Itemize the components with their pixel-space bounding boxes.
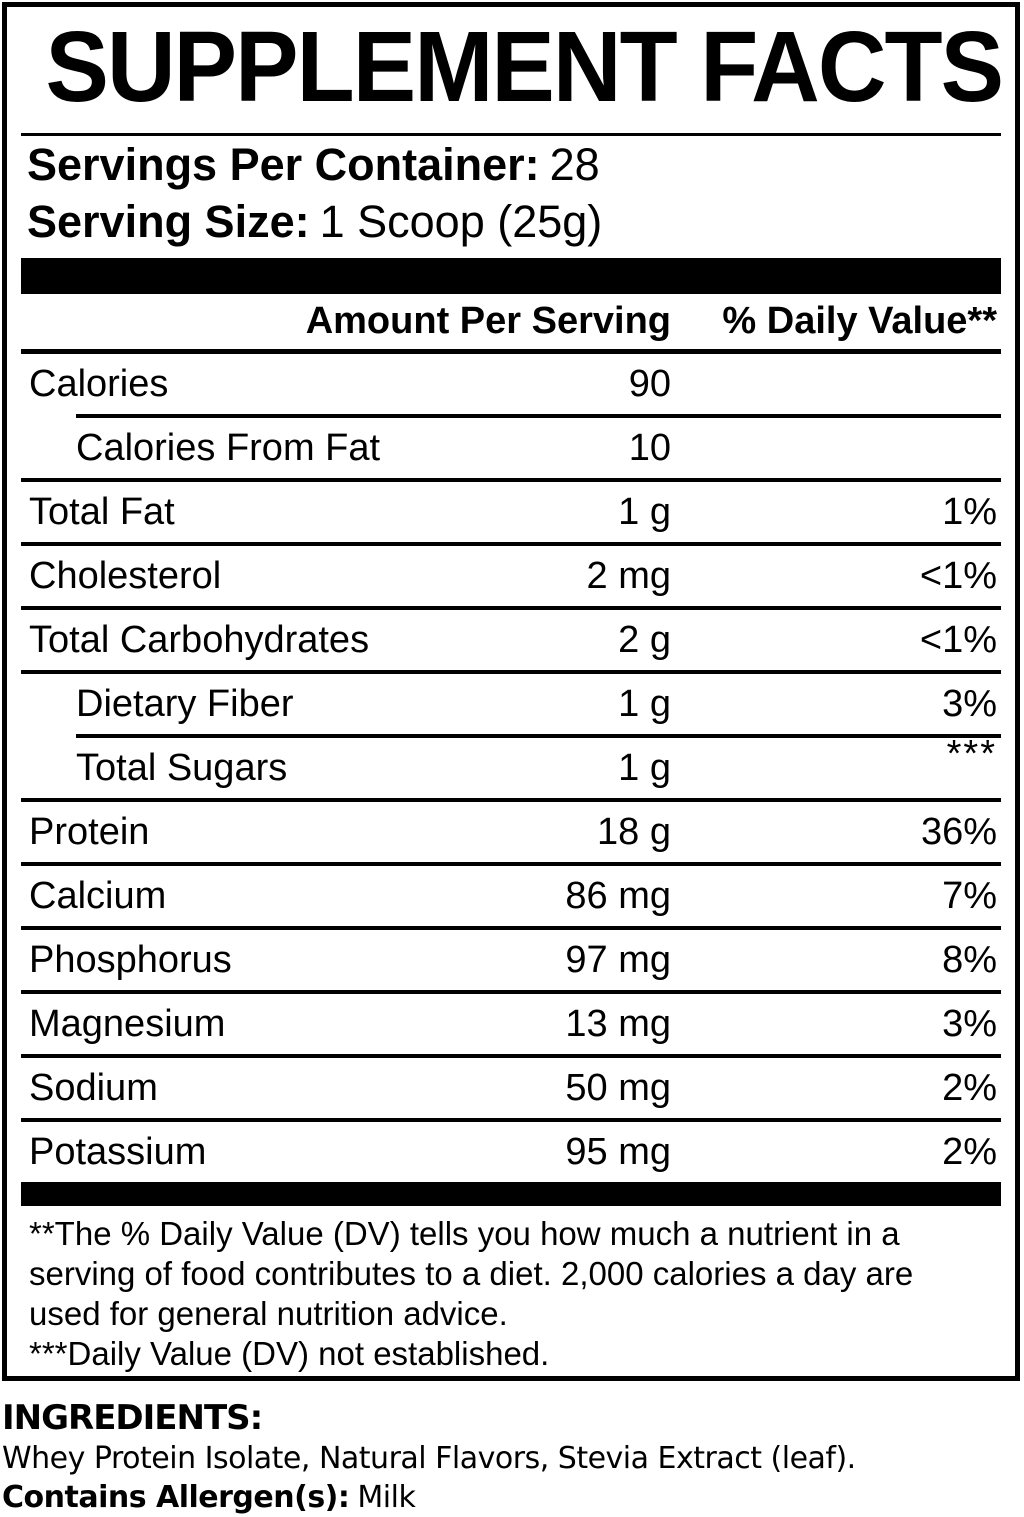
amount-value: 2 mg [586, 555, 671, 597]
dv-value: 1% [942, 491, 997, 533]
dv-value: 3% [942, 1003, 997, 1045]
nutrient-name: Calories From Fat [76, 427, 381, 469]
servings-per-container-label: Servings Per Container: [27, 139, 540, 190]
amount-value: 1 g [618, 683, 671, 725]
dv-value: <1% [919, 619, 997, 661]
row-divider [21, 798, 1001, 802]
dv-value: <1% [919, 555, 997, 597]
daily-value-footnote: **The % Daily Value (DV) tells you how m… [29, 1215, 914, 1332]
section-bar-bottom [21, 1182, 1001, 1206]
nutrient-name: Cholesterol [29, 555, 222, 597]
supplement-facts-panel: SUPPLEMENT FACTS Servings Per Container:… [2, 2, 1020, 1381]
table-row-dietary-fiber: Dietary Fiber 1 g 3% [21, 674, 1001, 734]
table-row-total-sugars: Total Sugars 1 g *** [21, 733, 1001, 798]
row-divider [21, 1118, 1001, 1122]
table-row-magnesium: Magnesium 13 mg 3% [21, 994, 1001, 1054]
allergen-value: Milk [357, 1480, 416, 1515]
nutrient-name: Dietary Fiber [76, 683, 294, 725]
amount-value: 50 mg [565, 1067, 671, 1109]
nutrient-name: Total Carbohydrates [29, 619, 370, 661]
table-row-phosphorus: Phosphorus 97 mg 8% [21, 930, 1001, 990]
dv-value: 7% [942, 875, 997, 917]
dv-value: 3% [942, 683, 997, 725]
table-row-calories-from-fat: Calories From Fat 10 [21, 418, 1001, 478]
amount-value: 95 mg [565, 1131, 671, 1173]
amount-value: 90 [628, 363, 671, 405]
dv-value: 36% [920, 811, 997, 853]
dv-value: 2% [942, 1131, 997, 1173]
nutrient-name: Total Fat [29, 491, 175, 533]
row-divider [21, 478, 1001, 482]
table-row-cholesterol: Cholesterol 2 mg <1% [21, 546, 1001, 606]
ingredients-list: Whey Protein Isolate, Natural Flavors, S… [2, 1441, 856, 1476]
nutrient-name: Calcium [29, 875, 167, 917]
row-divider [21, 862, 1001, 866]
table-row-calcium: Calcium 86 mg 7% [21, 866, 1001, 926]
nutrient-name: Potassium [29, 1131, 207, 1173]
allergen-statement: Contains Allergen(s): Milk [2, 1479, 1024, 1517]
table-row-protein: Protein 18 g 36% [21, 802, 1001, 862]
dv-value: 8% [942, 939, 997, 981]
amount-value: 10 [628, 427, 671, 469]
nutrient-name: Total Sugars [76, 747, 288, 789]
nutrient-name: Protein [29, 811, 150, 853]
row-divider [21, 670, 1001, 674]
row-divider [21, 542, 1001, 546]
amount-value: 97 mg [565, 939, 671, 981]
row-divider [21, 606, 1001, 610]
amount-value: 18 g [597, 811, 671, 853]
amount-value: 13 mg [565, 1003, 671, 1045]
table-row-total-fat: Total Fat 1 g 1% [21, 482, 1001, 542]
table-row-calories: Calories 90 [21, 354, 1001, 414]
footnotes: **The % Daily Value (DV) tells you how m… [21, 1206, 1001, 1374]
serving-size-value: 1 Scoop (25g) [319, 196, 603, 247]
row-divider [76, 734, 1001, 738]
row-divider [21, 990, 1001, 994]
row-divider [21, 349, 1001, 354]
servings-per-container: Servings Per Container: 28 [21, 136, 1001, 193]
panel-title: SUPPLEMENT FACTS [45, 11, 1005, 123]
dv-value: *** [946, 733, 997, 775]
table-row-total-carbohydrates: Total Carbohydrates 2 g <1% [21, 610, 1001, 670]
nutrient-name: Sodium [29, 1067, 158, 1109]
not-established-footnote: ***Daily Value (DV) not established. [29, 1335, 550, 1372]
nutrient-name: Calories [29, 363, 169, 405]
column-header-row: Amount Per Serving % Daily Value** [21, 294, 1001, 349]
table-row-potassium: Potassium 95 mg 2% [21, 1122, 1001, 1182]
section-bar-top [21, 258, 1001, 294]
title-divider [21, 133, 1001, 136]
ingredients-heading: INGREDIENTS: [2, 1398, 263, 1438]
amount-value: 2 g [618, 619, 671, 661]
row-divider [76, 414, 1001, 418]
amount-value: 1 g [618, 747, 671, 789]
ingredients-section: INGREDIENTS: Whey Protein Isolate, Natur… [2, 1397, 1024, 1517]
servings-per-container-value: 28 [549, 139, 600, 190]
allergen-label: Contains Allergen(s): [2, 1480, 350, 1515]
amount-column-header: Amount Per Serving [305, 300, 671, 342]
serving-size-label: Serving Size: [27, 196, 310, 247]
row-divider [21, 926, 1001, 930]
nutrient-name: Phosphorus [29, 939, 232, 981]
amount-value: 1 g [618, 491, 671, 533]
serving-size: Serving Size: 1 Scoop (25g) [21, 193, 1001, 250]
dv-column-header: % Daily Value** [722, 300, 997, 342]
amount-value: 86 mg [565, 875, 671, 917]
row-divider [21, 1054, 1001, 1058]
table-row-sodium: Sodium 50 mg 2% [21, 1058, 1001, 1118]
nutrient-name: Magnesium [29, 1003, 226, 1045]
dv-value: 2% [942, 1067, 997, 1109]
